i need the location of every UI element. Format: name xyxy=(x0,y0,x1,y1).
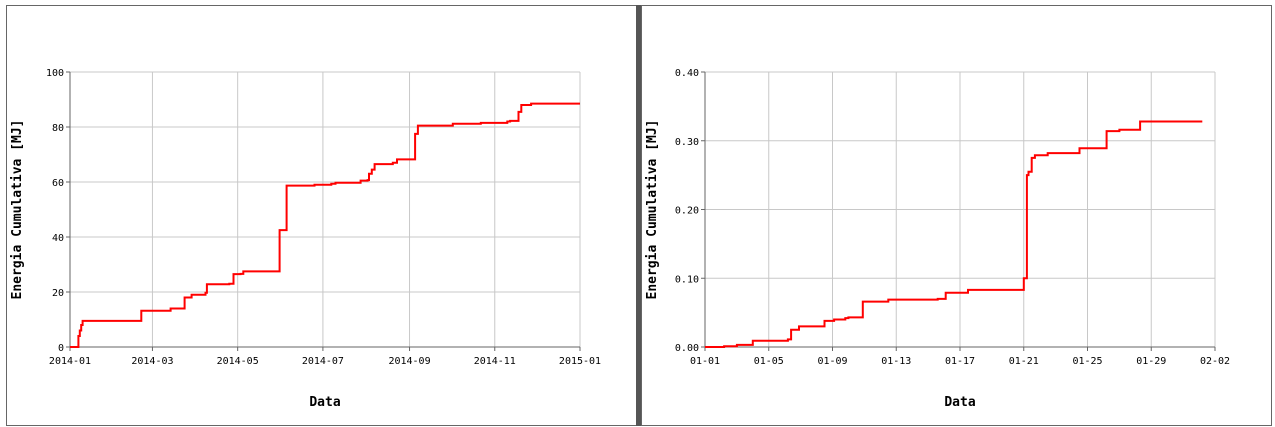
x-tick-label: 2014-11 xyxy=(474,356,516,367)
x-tick-label: 2015-01 xyxy=(559,356,601,367)
y-tick-label: 0.20 xyxy=(675,206,699,217)
y-axis-title: Energia Cumulativa [MJ] xyxy=(645,119,660,299)
x-tick-label: 2014-03 xyxy=(131,356,173,367)
y-tick-label: 0.10 xyxy=(675,274,699,285)
x-tick-label: 01-21 xyxy=(1009,356,1039,367)
x-tick-label: 2014-09 xyxy=(388,356,430,367)
y-tick-label: 0.40 xyxy=(675,68,699,79)
x-tick-label: 02-02 xyxy=(1200,356,1230,367)
x-axis-title: Data xyxy=(309,395,340,410)
y-tick-label: 40 xyxy=(52,233,64,244)
x-tick-label: 01-05 xyxy=(754,356,784,367)
y-tick-label: 20 xyxy=(52,288,64,299)
x-tick-label: 2014-05 xyxy=(217,356,259,367)
x-tick-label: 01-09 xyxy=(817,356,847,367)
x-tick-label: 01-13 xyxy=(881,356,911,367)
energy-series-line xyxy=(70,102,580,348)
y-tick-label: 0.00 xyxy=(675,343,699,354)
x-tick-label: 01-17 xyxy=(945,356,975,367)
energy-yearly-chart: 2014-01 2014-03 2014-05 2014-07 2014-09 2014-… xyxy=(10,68,601,410)
y-tick-label: 60 xyxy=(52,178,64,189)
energy-series-line xyxy=(705,120,1203,348)
x-axis-title: Data xyxy=(944,395,975,410)
y-tick-label: 0 xyxy=(58,343,64,354)
chart-panel-left: 2014-01 2014-03 2014-05 2014-07 2014-09 2014-… xyxy=(6,5,637,426)
x-tick-label: 01-25 xyxy=(1072,356,1102,367)
x-tick-label: 2014-07 xyxy=(302,356,344,367)
x-tick-label: 01-01 xyxy=(690,356,720,367)
panel-divider xyxy=(636,5,641,426)
plot-area xyxy=(70,72,580,347)
y-axis-title: Energia Cumulativa [MJ] xyxy=(10,119,25,299)
x-tick-label: 01-29 xyxy=(1136,356,1166,367)
y-tick-label: 80 xyxy=(52,123,64,134)
chart-panel-right: 01-01 01-05 01-09 01-13 01-17 01-21 01-25 01-29… xyxy=(641,5,1272,426)
x-tick-label: 2014-01 xyxy=(49,356,91,367)
y-tick-label: 0.30 xyxy=(675,137,699,148)
energy-monthly-chart: 01-01 01-05 01-09 01-13 01-17 01-21 01-25 01-29… xyxy=(645,68,1230,410)
y-tick-label: 100 xyxy=(46,68,64,79)
